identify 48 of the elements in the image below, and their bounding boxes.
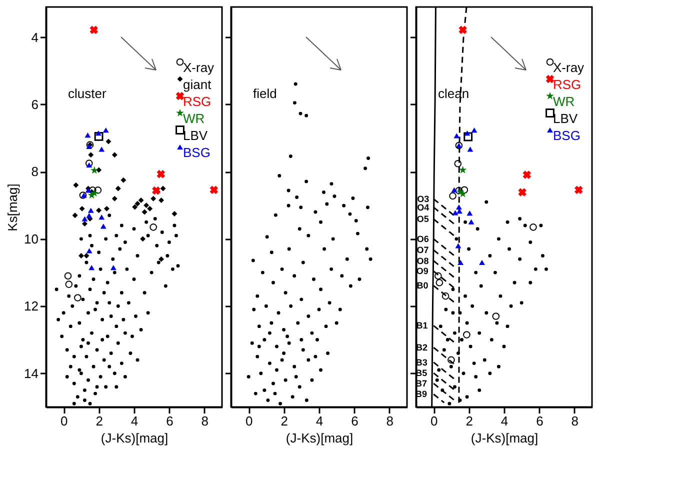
x-tick-label: 4	[316, 414, 324, 428]
x-tick-label: 0	[245, 414, 253, 428]
y-tick-label: 10	[24, 231, 38, 246]
annotation: O8	[416, 256, 429, 266]
x-axis-title: (J-Ks)[mag]	[286, 430, 354, 446]
annotation: O4	[417, 202, 430, 212]
annotation: B0	[416, 280, 428, 291]
annotation: cluster	[68, 86, 107, 101]
legend-label: X-ray	[553, 60, 585, 75]
annotation: O7	[416, 245, 429, 256]
legend-label: X-ray	[183, 60, 215, 75]
legend-label: LBV	[183, 128, 208, 143]
x-tick-label: 4	[130, 414, 138, 428]
x-axis-title: (J-Ks)[mag]	[470, 430, 538, 446]
x-tick-label: 2	[96, 414, 103, 428]
x-tick-label: 2	[466, 414, 473, 428]
y-tick-label: 6	[31, 96, 38, 112]
legend-label: WR	[553, 94, 575, 109]
y-tick-label: 4	[31, 30, 38, 45]
annotation: O3	[417, 194, 430, 204]
y-tick-label: 14	[24, 366, 38, 381]
x-tick-label: 0	[60, 414, 68, 428]
annotation: field	[253, 86, 277, 101]
x-tick-label: 6	[351, 414, 358, 428]
legend-label: BSG	[553, 128, 580, 143]
legend-label: giant	[183, 77, 212, 92]
annotation: B1	[416, 320, 428, 331]
x-tick-label: 8	[201, 414, 209, 428]
legend-label: WR	[183, 111, 205, 126]
legend-label: LBV	[553, 111, 578, 126]
x-tick-label: 0	[430, 414, 438, 428]
legend-label: RSG	[553, 77, 582, 92]
x-tick-label: 6	[166, 414, 174, 428]
x-tick-label: 2	[280, 414, 288, 428]
y-tick-label: 12	[24, 298, 38, 314]
legend-label: BSG	[183, 145, 210, 160]
x-tick-label: 8	[386, 414, 394, 428]
legend-label: RSG	[183, 94, 212, 109]
y-tick-label: 8	[31, 164, 38, 180]
x-axis-title: (J-Ks)[mag]	[100, 430, 168, 446]
annotation: O5	[416, 214, 429, 224]
x-tick-label: 6	[536, 414, 544, 428]
x-tick-label: 8	[571, 414, 579, 428]
annotation: clean	[438, 86, 470, 101]
y-axis-title: Ks[mag]	[5, 184, 20, 232]
annotation: O6	[416, 234, 429, 244]
x-tick-label: 4	[500, 414, 508, 428]
annotation: O9	[416, 266, 428, 276]
